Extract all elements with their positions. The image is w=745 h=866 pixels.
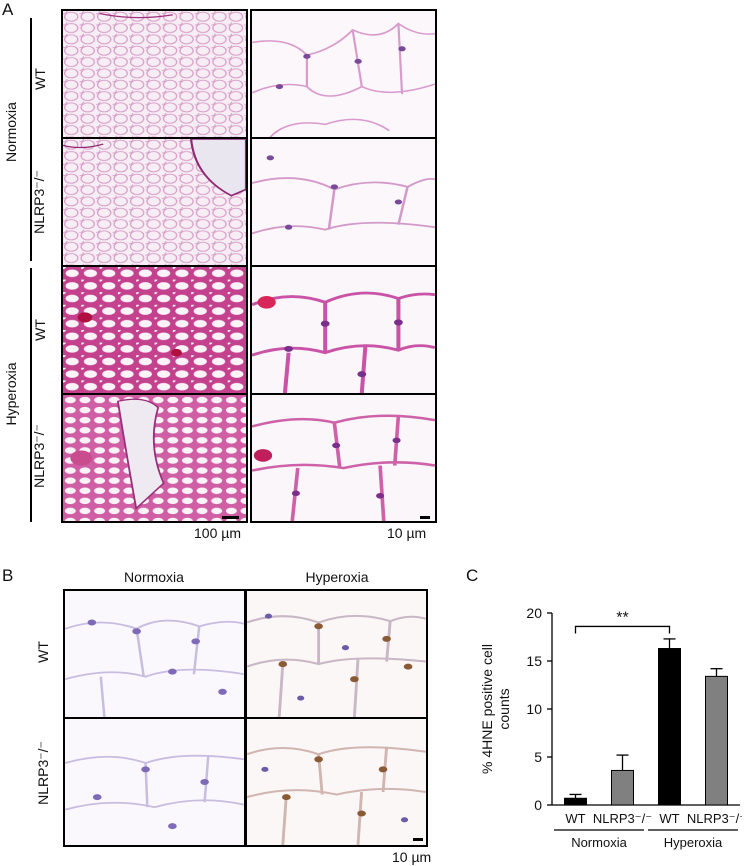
significance-bracket <box>574 625 671 634</box>
x-tick-label: NLRP3⁻/⁻ <box>593 811 652 826</box>
micrograph-normoxia-nlrp3-high <box>250 137 437 267</box>
y-tick-label: 15 <box>526 653 542 669</box>
panel-b-letter: B <box>2 566 14 585</box>
y-tick-label: 10 <box>526 701 542 717</box>
scale-label-100um: 100 µm <box>194 525 241 541</box>
row-label-nlrp3-b: NLRP3⁻/⁻ <box>35 741 51 805</box>
scale-bar-100um <box>222 516 239 519</box>
micrograph-hyperoxia-nlrp3-high <box>250 393 437 523</box>
row-label-nlrp3-normoxia: NLRP3⁻/⁻ <box>31 170 47 234</box>
row-label-wt-b: WT <box>35 641 51 663</box>
ihc-hyperoxia-nlrp3 <box>245 717 428 847</box>
bar <box>611 769 634 806</box>
bar <box>658 648 681 806</box>
micrograph-hyperoxia-wt-low <box>61 265 248 395</box>
scale-label-10um-a: 10 µm <box>387 525 427 541</box>
x-tick-label: WT <box>565 811 585 826</box>
column-title-normoxia: Normoxia <box>124 569 184 585</box>
y-tick-label: 0 <box>534 797 542 813</box>
panel-c-letter: C <box>466 566 479 585</box>
row-label-nlrp3-hyperoxia: NLRP3⁻/⁻ <box>31 424 47 488</box>
row-label-wt-hyperoxia: WT <box>32 319 48 341</box>
bar <box>564 797 587 806</box>
micrograph-hyperoxia-wt-high <box>250 265 437 395</box>
micrograph-hyperoxia-nlrp3-low <box>61 393 248 523</box>
group-label-normoxia: Normoxia <box>3 102 19 162</box>
group-line-hyperoxia <box>30 268 32 522</box>
y-axis-label: % 4HNE positive cellcounts <box>479 644 512 774</box>
group-label: Normoxia <box>571 835 627 850</box>
micrograph-normoxia-wt-low <box>61 9 248 139</box>
bar <box>705 675 728 806</box>
significance-marker: ** <box>616 609 628 626</box>
ihc-normoxia-wt <box>63 589 246 719</box>
group-label: Hyperoxia <box>664 835 723 850</box>
scale-label-10um-b: 10 µm <box>392 849 432 865</box>
bar-chart-svg: % 4HNE positive cellcounts 0 5 10 15 20 WT NLRP… <box>479 605 745 850</box>
group-label-hyperoxia: Hyperoxia <box>3 362 19 426</box>
micrograph-normoxia-nlrp3-low <box>61 137 248 267</box>
micrograph-normoxia-wt-high <box>250 9 437 139</box>
column-title-hyperoxia: Hyperoxia <box>305 569 369 585</box>
scale-bar-10um-b <box>413 838 423 841</box>
x-tick-label: NLRP3⁻/⁻ <box>687 811 742 826</box>
group-line-normoxia <box>30 18 32 261</box>
ihc-hyperoxia-wt <box>245 589 428 719</box>
bar-chart: % 4HNE positive cellcounts 0 5 10 15 20 WT NLRP… <box>470 585 745 860</box>
scale-bar-10um-a <box>420 516 430 519</box>
panel-a-letter: A <box>2 0 14 19</box>
row-label-wt-normoxia: WT <box>32 68 48 90</box>
x-tick-label: WT <box>659 811 679 826</box>
y-tick-label: 20 <box>526 605 542 621</box>
ihc-normoxia-nlrp3 <box>63 717 246 847</box>
y-tick-label: 5 <box>534 749 542 765</box>
